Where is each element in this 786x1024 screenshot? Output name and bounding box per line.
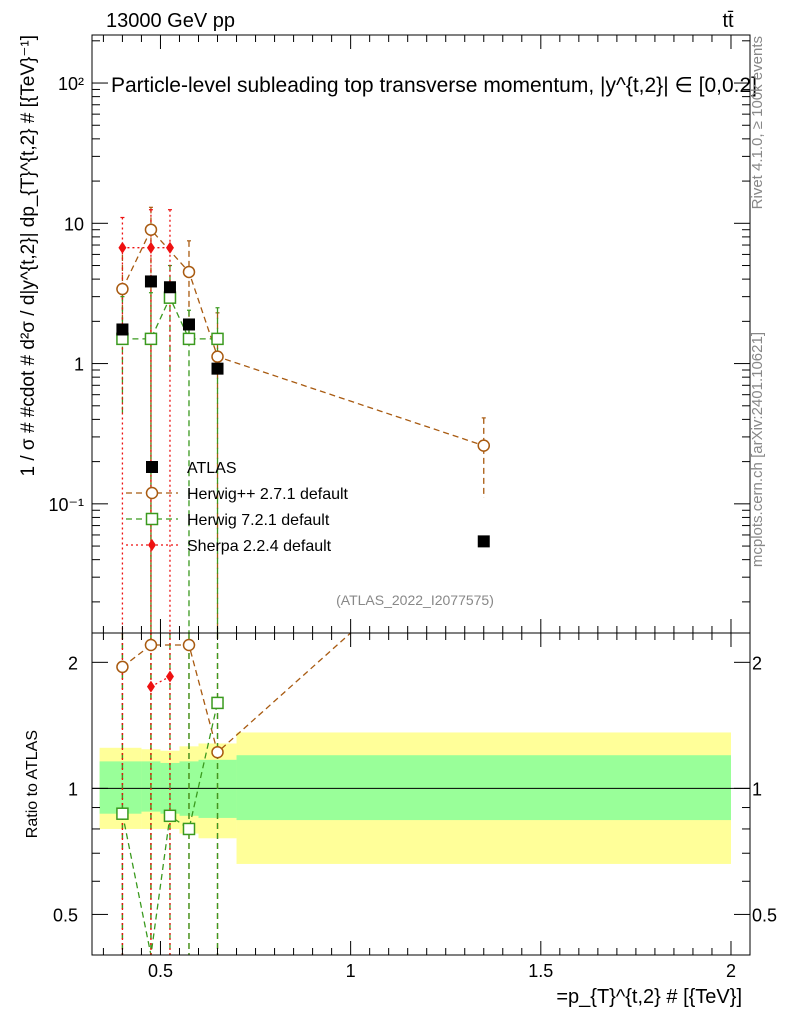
main-point-1-3 (182, 332, 196, 346)
y-tick-label-main-0: 10⁻¹ (48, 495, 84, 515)
band-inner-5 (236, 755, 731, 821)
main-point-2-2 (165, 241, 174, 254)
y-axis-label-main: 1 / σ # #cdot # d²σ / d|y^{t,2}| dp_{T}^… (18, 35, 39, 476)
y-tick-label-ratio-r-2: 2 (752, 653, 762, 673)
ratio-point-2-1 (165, 670, 174, 683)
legend: ATLAS Herwig++ 2.7.1 default Herwig 7.2.1 … (126, 460, 349, 555)
atlas-point-5 (477, 535, 490, 548)
main-point-0-2 (182, 265, 196, 279)
legend-marker-0 (146, 461, 158, 473)
legend-marker-2 (145, 512, 159, 526)
atlas-point-2 (163, 281, 176, 294)
main-point-1-1 (144, 332, 158, 346)
ratio-uncertainty-bands (92, 732, 750, 864)
ratio-series (116, 632, 352, 956)
main-series (116, 206, 491, 633)
main-point-0-1 (144, 223, 158, 236)
ratio-point-0-1 (144, 638, 158, 652)
atlas-point-1 (144, 275, 157, 288)
header-right: tt̄ (722, 10, 734, 32)
main-point-2-0 (118, 241, 127, 254)
y-tick-label-ratio-l-0: 0.5 (53, 905, 78, 925)
ratio-point-1-3 (182, 822, 196, 836)
y-tick-label-ratio-l-2: 2 (68, 653, 78, 673)
main-line-0 (121, 228, 484, 447)
atlas-point-4 (211, 362, 224, 375)
x-tick-label-1: 1 (346, 961, 356, 981)
ratio-line-2 (150, 675, 171, 688)
y-tick-label-main-3: 10² (58, 74, 84, 94)
ratio-point-0-3 (211, 745, 224, 759)
analysis-id: (ATLAS_2022_I2077575) (336, 592, 494, 608)
axes: 0.5 1 1.5 2 10⁻¹ 1 10 10² 0.5 0.5 1 1 2 2 (48, 35, 777, 981)
y-axis-label-ratio: Ratio to ATLAS (24, 730, 41, 838)
y-tick-label-main-2: 10 (64, 214, 84, 234)
main-point-0-4 (477, 439, 491, 452)
main-point-1-2 (163, 291, 177, 304)
atlas-point-3 (182, 318, 195, 331)
x-tick-label-0: 0.5 (148, 961, 173, 981)
y-tick-label-ratio-l-1: 1 (68, 779, 78, 799)
main-point-1-4 (211, 332, 224, 346)
ratio-point-1-4 (211, 696, 224, 710)
legend-label-1: Herwig++ 2.7.1 default (187, 486, 349, 503)
y-tick-label-ratio-r-1: 1 (752, 779, 762, 799)
legend-marker-1 (145, 486, 159, 500)
ratio-point-0-2 (182, 638, 196, 652)
y-tick-label-main-1: 1 (74, 355, 84, 375)
ratio-panel-frame (91, 632, 751, 956)
band-inner-0 (99, 761, 142, 814)
plot-title: Particle-level subleading top transverse… (111, 74, 757, 97)
main-point-2-1 (146, 241, 155, 254)
main-point-0-0 (116, 282, 129, 296)
atlas-point-0 (116, 323, 129, 336)
legend-marker-3 (148, 539, 156, 551)
y-tick-label-ratio-r-0: 0.5 (752, 905, 777, 925)
x-axis-label: =p_{T}^{t,2} # [{TeV}] (556, 986, 742, 1008)
mcplots-label: mcplots.cern.ch [arXiv:2401.10621] (749, 332, 766, 567)
x-tick-label-3: 2 (726, 961, 736, 981)
legend-label-0: ATLAS (187, 460, 237, 477)
legend-label-2: Herwig 7.2.1 default (187, 512, 330, 529)
ratio-point-1-2 (163, 809, 177, 823)
ratio-point-1-0 (116, 807, 129, 820)
ratio-point-0-0 (116, 660, 129, 674)
rivet-label: Rivet 4.1.0, ≥ 100k events (749, 36, 766, 209)
x-tick-label-2: 1.5 (528, 961, 553, 981)
main-point-0-3 (211, 350, 224, 363)
header-left: 13000 GeV pp (106, 10, 235, 32)
legend-label-3: Sherpa 2.2.4 default (187, 538, 332, 555)
ratio-point-2-0 (146, 680, 155, 693)
